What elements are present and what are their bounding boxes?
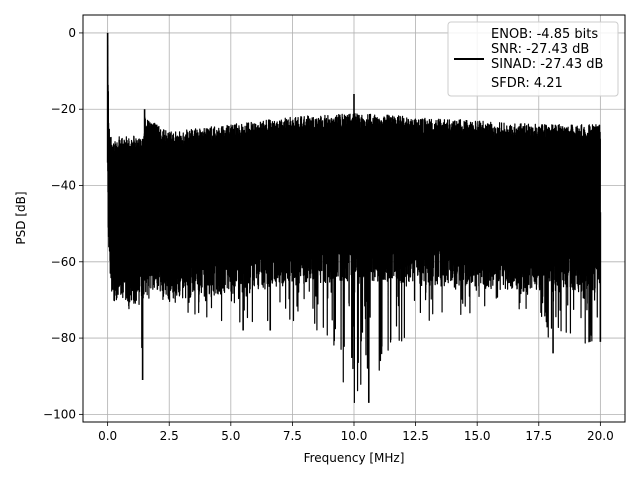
legend-entry-sfdr: SFDR: 4.21 [491, 76, 563, 91]
legend-entry-snr: SNR: -27.43 dB [491, 42, 589, 57]
x-tick-label: 10.0 [341, 429, 368, 443]
y-tick-label: −80 [51, 331, 76, 345]
x-tick-label: 5.0 [221, 429, 240, 443]
y-tick-label: −60 [51, 255, 76, 269]
legend-entry-sinad: SINAD: -27.43 dB [491, 57, 603, 72]
y-tick-label: −40 [51, 179, 76, 193]
legend: ENOB: -4.85 bits SNR: -27.43 dB SINAD: -… [447, 21, 619, 97]
y-tick-label: −100 [43, 407, 76, 421]
y-axis-label: PSD [dB] [14, 191, 28, 244]
legend-box [447, 21, 619, 97]
legend-entry-enob: ENOB: -4.85 bits [491, 27, 598, 42]
y-tick-label: 0 [68, 26, 76, 40]
x-tick-label: 12.5 [402, 429, 429, 443]
x-tick-label: 2.5 [160, 429, 179, 443]
x-tick-label: 15.0 [464, 429, 491, 443]
x-tick-label: 0.0 [98, 429, 117, 443]
x-tick-label: 20.0 [587, 429, 614, 443]
y-tick-label: −20 [51, 102, 76, 116]
x-tick-label: 17.5 [525, 429, 552, 443]
x-axis-label: Frequency [MHz] [304, 451, 405, 465]
x-tick-label: 7.5 [283, 429, 302, 443]
